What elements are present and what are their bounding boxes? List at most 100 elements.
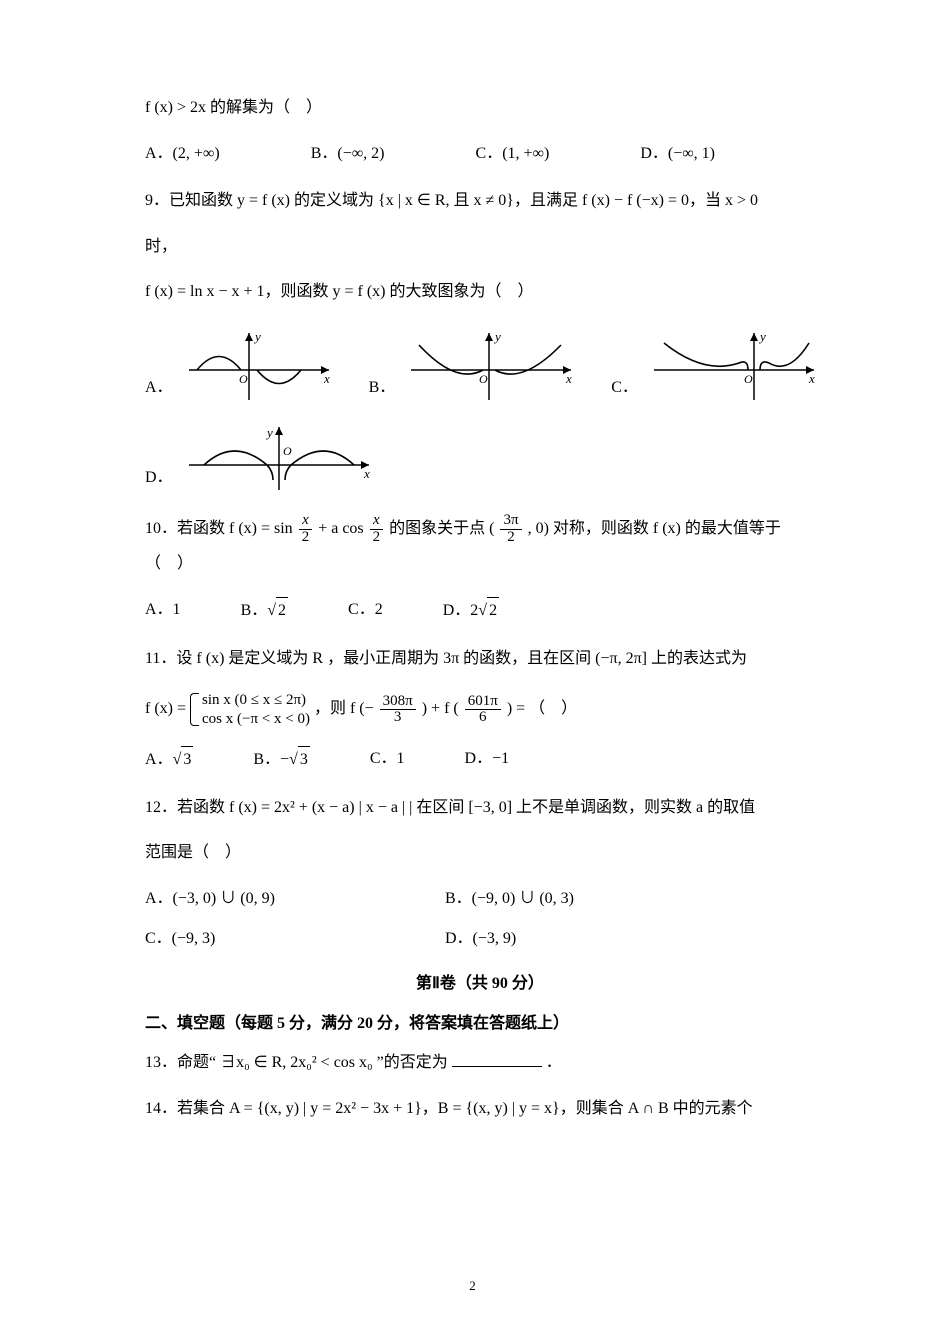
q11-lead-c: ) + f ( <box>422 700 459 717</box>
q10-tail: （ ） <box>145 551 815 577</box>
page-number: 2 <box>0 1276 945 1297</box>
section2-subtitle: 二、填空题（每题 5 分，满分 20 分，将答案填在答题纸上） <box>145 1011 815 1037</box>
q9-label-a: A． <box>145 375 173 401</box>
q9-label-c: C． <box>611 375 638 401</box>
q12-opt-c: C．(−9, 3) <box>145 926 445 952</box>
svg-text:O: O <box>283 444 292 458</box>
q12-opt-a: A．(−3, 0) ∪ (0, 9) <box>145 886 445 912</box>
q11-frac2-num: 601π <box>465 694 501 711</box>
q10-opt-c: C．2 <box>348 597 383 624</box>
q11-line1: 11．设 f (x) 是定义域为 R ，最小正周期为 3π 的函数，且在区间 (… <box>145 646 815 672</box>
q11-frac2: 601π 6 <box>465 694 501 727</box>
q12-line2: 范围是（ ） <box>145 840 815 866</box>
q11-opt-b-rad: 3 <box>298 746 310 773</box>
q9-line1: 9．已知函数 y = f (x) 的定义域为 {x | x ∈ R, 且 x ≠… <box>145 188 815 214</box>
q13-a: 13．命题“ ∃x₀ ∈ R, 2x₀² < cos x₀ ”的否定为 <box>145 1054 448 1071</box>
svg-text:O: O <box>744 372 753 386</box>
q12-opt-b: B．(−9, 0) ∪ (0, 3) <box>445 886 745 912</box>
q13-line: 13．命题“ ∃x₀ ∈ R, 2x₀² < cos x₀ ”的否定为 ． <box>145 1050 815 1076</box>
q10-opt-d: D．2√2 <box>443 597 499 624</box>
q9-graph-a: y x O <box>179 325 339 405</box>
svg-text:x: x <box>323 371 330 386</box>
svg-text:y: y <box>265 425 273 440</box>
q11-opt-c: C．1 <box>370 746 405 773</box>
q11-frac2-den: 6 <box>465 710 501 726</box>
opt-a: A．(2, +∞) <box>145 141 220 167</box>
opt-d: D．(−∞, 1) <box>640 141 715 167</box>
q9-opt-d: D． y x O <box>145 415 379 495</box>
q10-opt-d-rad: 2 <box>487 597 499 624</box>
q11-opt-a: A．√3 <box>145 746 193 773</box>
q10-a: 10．若函数 f (x) = sin <box>145 520 293 537</box>
q9-opt-c: C． y x O <box>611 325 824 405</box>
q12-opts-row2: C．(−9, 3) D．(−3, 9) <box>145 926 815 952</box>
q10-opt-b-pre: B． <box>241 602 268 619</box>
q10-frac2-num: x <box>370 513 384 530</box>
q10-frac3: 3π 2 <box>500 513 521 546</box>
q9-graphs-row1: A． y x O B． y x <box>145 325 815 405</box>
q10-frac1-den: 2 <box>299 530 313 546</box>
q10-frac3-den: 2 <box>500 530 521 546</box>
svg-text:O: O <box>239 372 248 386</box>
q11-lead-d: ) = （ ） <box>507 700 577 717</box>
q9-label-b: B． <box>369 375 396 401</box>
q10-opt-b-rad: 2 <box>276 597 288 624</box>
q10-frac2: x 2 <box>370 513 384 546</box>
q11-frac1-num: 308π <box>380 694 416 711</box>
svg-text:x: x <box>808 371 815 386</box>
q12-opts-row1: A．(−3, 0) ∪ (0, 9) B．(−9, 0) ∪ (0, 3) <box>145 886 815 912</box>
svg-text:x: x <box>565 371 572 386</box>
opt-b: B．(−∞, 2) <box>311 141 385 167</box>
q14-line: 14．若集合 A = {(x, y) | y = 2x² − 3x + 1}，B… <box>145 1096 815 1122</box>
svg-text:y: y <box>758 329 766 344</box>
q11-piecewise: sin x (0 ≤ x ≤ 2π) cos x (−π < x < 0) <box>190 691 310 728</box>
svg-text:x: x <box>363 466 370 481</box>
q9-graphs-row2: D． y x O <box>145 415 815 495</box>
q11-frac1: 308π 3 <box>380 694 416 727</box>
svg-text:y: y <box>493 329 501 344</box>
q9-line3: f (x) = ln x − x + 1，则函数 y = f (x) 的大致图象… <box>145 279 815 305</box>
prev-question-options: A．(2, +∞) B．(−∞, 2) C．(1, +∞) D．(−∞, 1) <box>145 141 815 167</box>
q9-opt-b: B． y x O <box>369 325 582 405</box>
svg-text:y: y <box>253 329 261 344</box>
q9-line3-text: f (x) = ln x − x + 1，则函数 y = f (x) 的大致图象… <box>145 283 534 300</box>
q9-graph-b: y x O <box>401 325 581 405</box>
q13-b: ． <box>546 1054 562 1071</box>
prev-stem-text: f (x) > 2x 的解集为（ ） <box>145 99 322 116</box>
q12-line1: 12．若函数 f (x) = 2x² + (x − a) | x − a | |… <box>145 795 815 821</box>
q10-opt-a: A．1 <box>145 597 181 624</box>
page: f (x) > 2x 的解集为（ ） A．(2, +∞) B．(−∞, 2) C… <box>0 0 945 1337</box>
prev-question-stem: f (x) > 2x 的解集为（ ） <box>145 95 815 121</box>
q9-label-d: D． <box>145 465 173 491</box>
q11-opt-a-rad: 3 <box>181 746 193 773</box>
q9-line2: 时， <box>145 234 815 260</box>
q9-graph-c: y x O <box>644 325 824 405</box>
q10-b: + a cos <box>318 520 363 537</box>
q11-piece-top: sin x (0 ≤ x ≤ 2π) <box>202 691 310 710</box>
q10-opt-d-pre: D．2 <box>443 602 479 619</box>
q9-graph-d: y x O <box>179 415 379 495</box>
q10-line1: 10．若函数 f (x) = sin x 2 + a cos x 2 的图象关于… <box>145 513 815 546</box>
q11-piece-bot: cos x (−π < x < 0) <box>202 710 310 729</box>
q12-opt-d: D．(−3, 9) <box>445 926 745 952</box>
q11-lead-b: ，则 f (− <box>314 700 374 717</box>
opt-c: C．(1, +∞) <box>476 141 550 167</box>
q10-frac3-num: 3π <box>500 513 521 530</box>
q11-opt-b: B．−√3 <box>253 746 309 773</box>
q11-options: A．√3 B．−√3 C．1 D．−1 <box>145 746 815 773</box>
q10-frac2-den: 2 <box>370 530 384 546</box>
q10-opt-b: B．√2 <box>241 597 288 624</box>
q10-frac1: x 2 <box>299 513 313 546</box>
q11-opt-b-pre: B．− <box>253 751 289 768</box>
q13-blank <box>452 1052 542 1067</box>
q10-c: 的图象关于点 ( <box>389 520 494 537</box>
section2-title: 第Ⅱ卷（共 90 分） <box>145 971 815 997</box>
q11-lead-a: f (x) = <box>145 700 190 717</box>
q10-d: , 0) 对称，则函数 f (x) 的最大值等于 <box>528 520 781 537</box>
q10-frac1-num: x <box>299 513 313 530</box>
q11-opt-d: D．−1 <box>465 746 510 773</box>
q11-opt-a-pre: A． <box>145 751 173 768</box>
q10-options: A．1 B．√2 C．2 D．2√2 <box>145 597 815 624</box>
q11-frac1-den: 3 <box>380 710 416 726</box>
q11-piece-line: f (x) = sin x (0 ≤ x ≤ 2π) cos x (−π < x… <box>145 691 815 728</box>
